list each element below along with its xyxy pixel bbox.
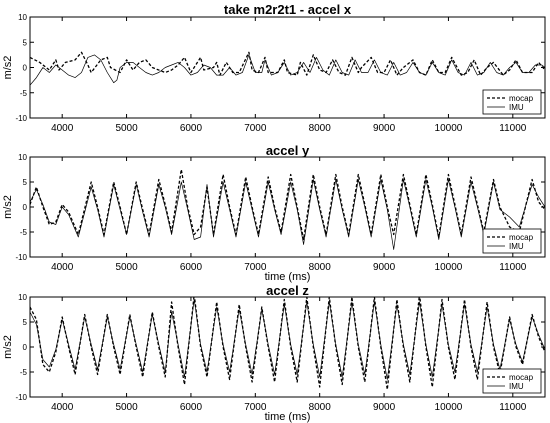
series-line-mocap (30, 51, 545, 76)
y-tick-label: 0 (23, 64, 28, 73)
x-tick-label: 6000 (180, 402, 203, 413)
x-tick-label: 10000 (435, 262, 463, 273)
x-tick-label: 9000 (373, 402, 396, 413)
chart-panel-1: take m2r2t1 - accel x -10 -5 0 5 10 4000 5000 60… (2, 2, 546, 134)
legend-label-mocap: mocap (509, 373, 534, 382)
y-tick-label: -10 (15, 253, 27, 262)
chart-panel-3: accel z -10 -5 0 5 10 4000 5000 6000 7000 8000 9000… (2, 283, 546, 423)
legend-label-imu: IMU (509, 382, 524, 391)
x-tick-label: 9000 (373, 123, 396, 134)
y-tick-label: 10 (18, 13, 27, 22)
y-tick-label: 0 (23, 203, 28, 212)
legend-label-mocap: mocap (509, 233, 534, 242)
y-tick-label: 5 (23, 178, 28, 187)
y-tick-label: 0 (23, 343, 28, 352)
x-tick-label: 8000 (309, 123, 332, 134)
y-tick-label: 5 (23, 38, 28, 47)
chart-panel-2: accel y -10 -5 0 5 10 4000 5000 6000 7000 8000 9000… (2, 143, 546, 283)
y-tick-label: 10 (18, 153, 27, 162)
legend-label-imu: IMU (509, 242, 524, 251)
legend-box (482, 228, 542, 254)
series-line-mocap (30, 297, 545, 391)
series-line-mocap (30, 168, 545, 241)
x-tick-label: 11000 (499, 402, 527, 413)
x-axis-label: time (ms) (265, 271, 311, 283)
legend-label-imu: IMU (509, 103, 524, 112)
x-tick-label: 4000 (51, 262, 74, 273)
y-axis-label: m/s2 (2, 56, 14, 80)
series-line-imu (30, 54, 545, 86)
plot-area (29, 296, 546, 398)
y-tick-label: -5 (20, 228, 28, 237)
legend-label-mocap: mocap (509, 94, 534, 103)
y-tick-label: -10 (15, 114, 27, 123)
y-tick-label: -5 (20, 368, 28, 377)
y-tick-label: -5 (20, 89, 28, 98)
x-tick-label: 5000 (115, 123, 138, 134)
legend-box (482, 89, 542, 115)
y-tick-label: 5 (23, 318, 28, 327)
x-tick-label: 8000 (309, 262, 332, 273)
x-tick-label: 7000 (244, 262, 267, 273)
x-tick-label: 7000 (244, 123, 267, 134)
series-line-imu (30, 299, 545, 380)
x-tick-label: 6000 (180, 262, 203, 273)
legend-box (482, 368, 542, 394)
x-tick-label: 11000 (499, 123, 527, 134)
y-axis-label: m/s2 (2, 195, 14, 219)
series-line-imu (30, 179, 545, 250)
y-tick-label: -10 (15, 393, 27, 402)
x-tick-label: 11000 (499, 262, 527, 273)
chart-title: take m2r2t1 - accel x (224, 2, 352, 17)
chart-title: accel y (266, 143, 310, 158)
x-tick-label: 9000 (373, 262, 396, 273)
y-axis-label: m/s2 (2, 335, 14, 359)
x-tick-label: 4000 (51, 402, 74, 413)
x-axis-label: time (ms) (265, 411, 311, 423)
x-tick-label: 5000 (115, 402, 138, 413)
plot-area (29, 156, 546, 258)
plot-area (29, 16, 546, 119)
x-tick-label: 5000 (115, 262, 138, 273)
x-tick-label: 10000 (435, 123, 463, 134)
x-tick-label: 4000 (51, 123, 74, 134)
x-tick-label: 8000 (309, 402, 332, 413)
y-tick-label: 10 (18, 293, 27, 302)
x-tick-label: 6000 (180, 123, 203, 134)
x-tick-label: 10000 (435, 402, 463, 413)
x-tick-label: 7000 (244, 402, 267, 413)
chart-title: accel z (266, 283, 309, 298)
